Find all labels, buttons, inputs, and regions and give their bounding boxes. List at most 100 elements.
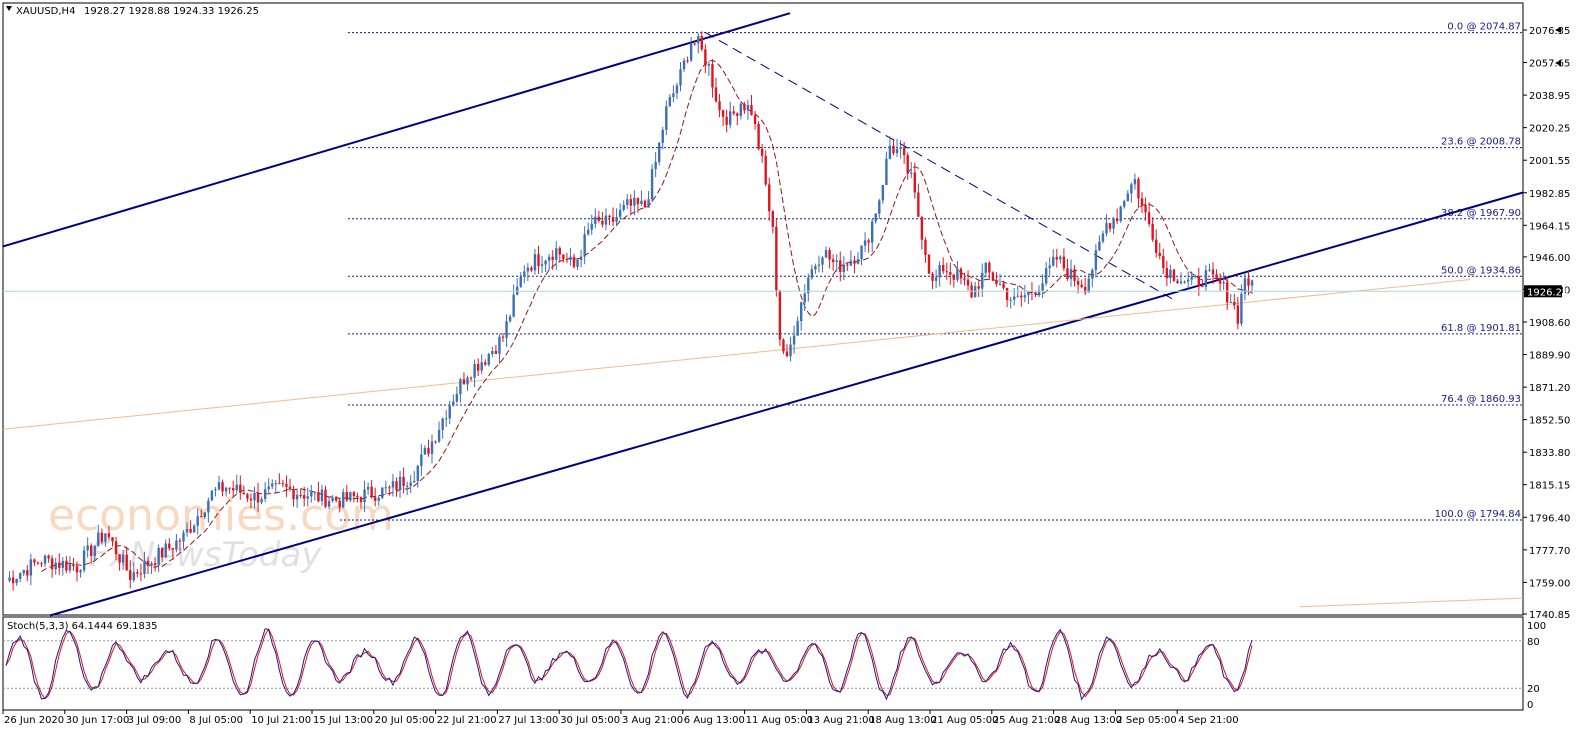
- candle-bull: [1190, 276, 1193, 280]
- candle-bull: [1009, 299, 1012, 301]
- candle-bull: [1027, 291, 1030, 296]
- candle-bull: [97, 532, 100, 546]
- y-tick-label: 1889.90: [1529, 351, 1570, 362]
- candle-bull: [82, 550, 86, 571]
- candle-bull: [384, 487, 388, 489]
- y-tick-label: 2038.95: [1529, 91, 1570, 102]
- candle-bear: [1080, 284, 1083, 288]
- candle-bear: [1115, 218, 1119, 222]
- channel-lower-line: [49, 191, 1524, 617]
- candle-bull: [803, 293, 806, 303]
- candle-bull: [381, 487, 384, 498]
- candle-bull: [878, 200, 881, 214]
- candle-bull: [1208, 269, 1211, 271]
- candle-bull: [43, 555, 47, 564]
- candle-bear: [736, 113, 739, 116]
- candle-bull: [1126, 193, 1129, 202]
- candle-bear: [530, 267, 533, 271]
- candle-bull: [1169, 269, 1172, 279]
- candle-bull: [1098, 241, 1101, 251]
- candle-bear: [714, 87, 718, 102]
- candle-bull: [547, 256, 551, 261]
- candle-bear: [966, 279, 970, 286]
- y-tick-label: 1833.80: [1529, 448, 1570, 459]
- scroll-arrow-icon[interactable]: [1555, 27, 1561, 33]
- candle-bear: [700, 35, 703, 50]
- dropdown-triangle-icon[interactable]: [6, 6, 12, 11]
- x-tick-label: 13 Aug 21:00: [807, 715, 874, 726]
- candle-bear: [494, 350, 498, 354]
- candle-bull: [377, 497, 380, 501]
- candle-bear: [285, 484, 288, 487]
- candle-bull: [473, 364, 476, 378]
- candle-bull: [1087, 278, 1090, 293]
- candle-bull: [505, 321, 508, 338]
- candle-bear: [299, 494, 302, 496]
- candle-bull: [413, 481, 416, 483]
- candle-bull: [895, 149, 899, 154]
- candle-bear: [636, 197, 640, 205]
- x-tick-label: 30 Jun 17:00: [66, 715, 130, 726]
- candle-bull: [981, 272, 984, 289]
- candle-bull: [164, 543, 167, 558]
- candle-bull: [1091, 270, 1094, 279]
- candle-bull: [398, 476, 402, 490]
- watermark-line2: FxNewsToday: [90, 535, 322, 575]
- candle-bear: [718, 101, 721, 111]
- candle-bull: [274, 483, 277, 485]
- x-tick-label: 10 Jul 21:00: [251, 715, 311, 726]
- stoch-level-label: 20: [1527, 684, 1540, 695]
- candle-bear: [356, 496, 359, 498]
- time-axis: 26 Jun 2020 30 Jun 17:003 Jul 09:00 8 Jul …: [2, 710, 1239, 726]
- candles: [8, 31, 1254, 591]
- x-tick-label: 3 Jul 09:00: [128, 715, 182, 726]
- candle-bull: [437, 429, 441, 442]
- candle-bull: [445, 418, 448, 420]
- candle-bear: [317, 492, 320, 502]
- candle-bear: [359, 497, 363, 503]
- x-tick-label: 11 Aug 05:00: [746, 715, 813, 726]
- candle-bull: [594, 216, 597, 224]
- candle-bull: [540, 264, 544, 266]
- candle-bull: [746, 105, 750, 111]
- x-tick-label: 22 Jul 21:00: [437, 715, 497, 726]
- candle-bear: [1084, 287, 1087, 293]
- candle-bull: [661, 129, 664, 143]
- candle-bear: [1158, 252, 1161, 256]
- candle-bull: [658, 142, 661, 162]
- candle-bull: [1094, 250, 1098, 271]
- candle-bear: [75, 566, 79, 573]
- candle-bull: [22, 570, 25, 574]
- candle-bull: [1130, 184, 1133, 194]
- candle-bull: [491, 350, 494, 355]
- candle-bull: [1044, 268, 1048, 284]
- candle-bull: [1229, 301, 1232, 303]
- candle-bear: [1236, 305, 1240, 324]
- candle-bear: [476, 364, 480, 371]
- candle-bull: [626, 199, 629, 205]
- candle-bull: [214, 489, 217, 491]
- candle-bear: [484, 362, 487, 365]
- candle-bear: [90, 545, 93, 556]
- candle-bear: [693, 43, 696, 45]
- candle-bear: [278, 483, 281, 485]
- candle-bull: [849, 260, 853, 266]
- candle-bull: [420, 454, 423, 466]
- candle-bull: [19, 573, 22, 579]
- x-tick-label: 20 Jul 05:00: [375, 715, 435, 726]
- candle-bull: [821, 257, 824, 265]
- candle-bear: [572, 256, 576, 267]
- candle-bull: [466, 377, 469, 385]
- candle-bull: [1101, 233, 1105, 242]
- candle-bull: [824, 250, 828, 258]
- candle-bull: [1222, 282, 1225, 284]
- candle-bull: [86, 545, 89, 551]
- candle-bear: [831, 259, 835, 263]
- candle-bull: [1204, 270, 1208, 287]
- candle-bull: [448, 405, 451, 419]
- candle-bear: [1233, 301, 1236, 306]
- x-tick-label: 28 Aug 13:00: [1055, 715, 1122, 726]
- candle-bull: [61, 560, 64, 568]
- candle-bear: [558, 248, 561, 255]
- scroll-arrow-icon-2[interactable]: [1555, 60, 1561, 66]
